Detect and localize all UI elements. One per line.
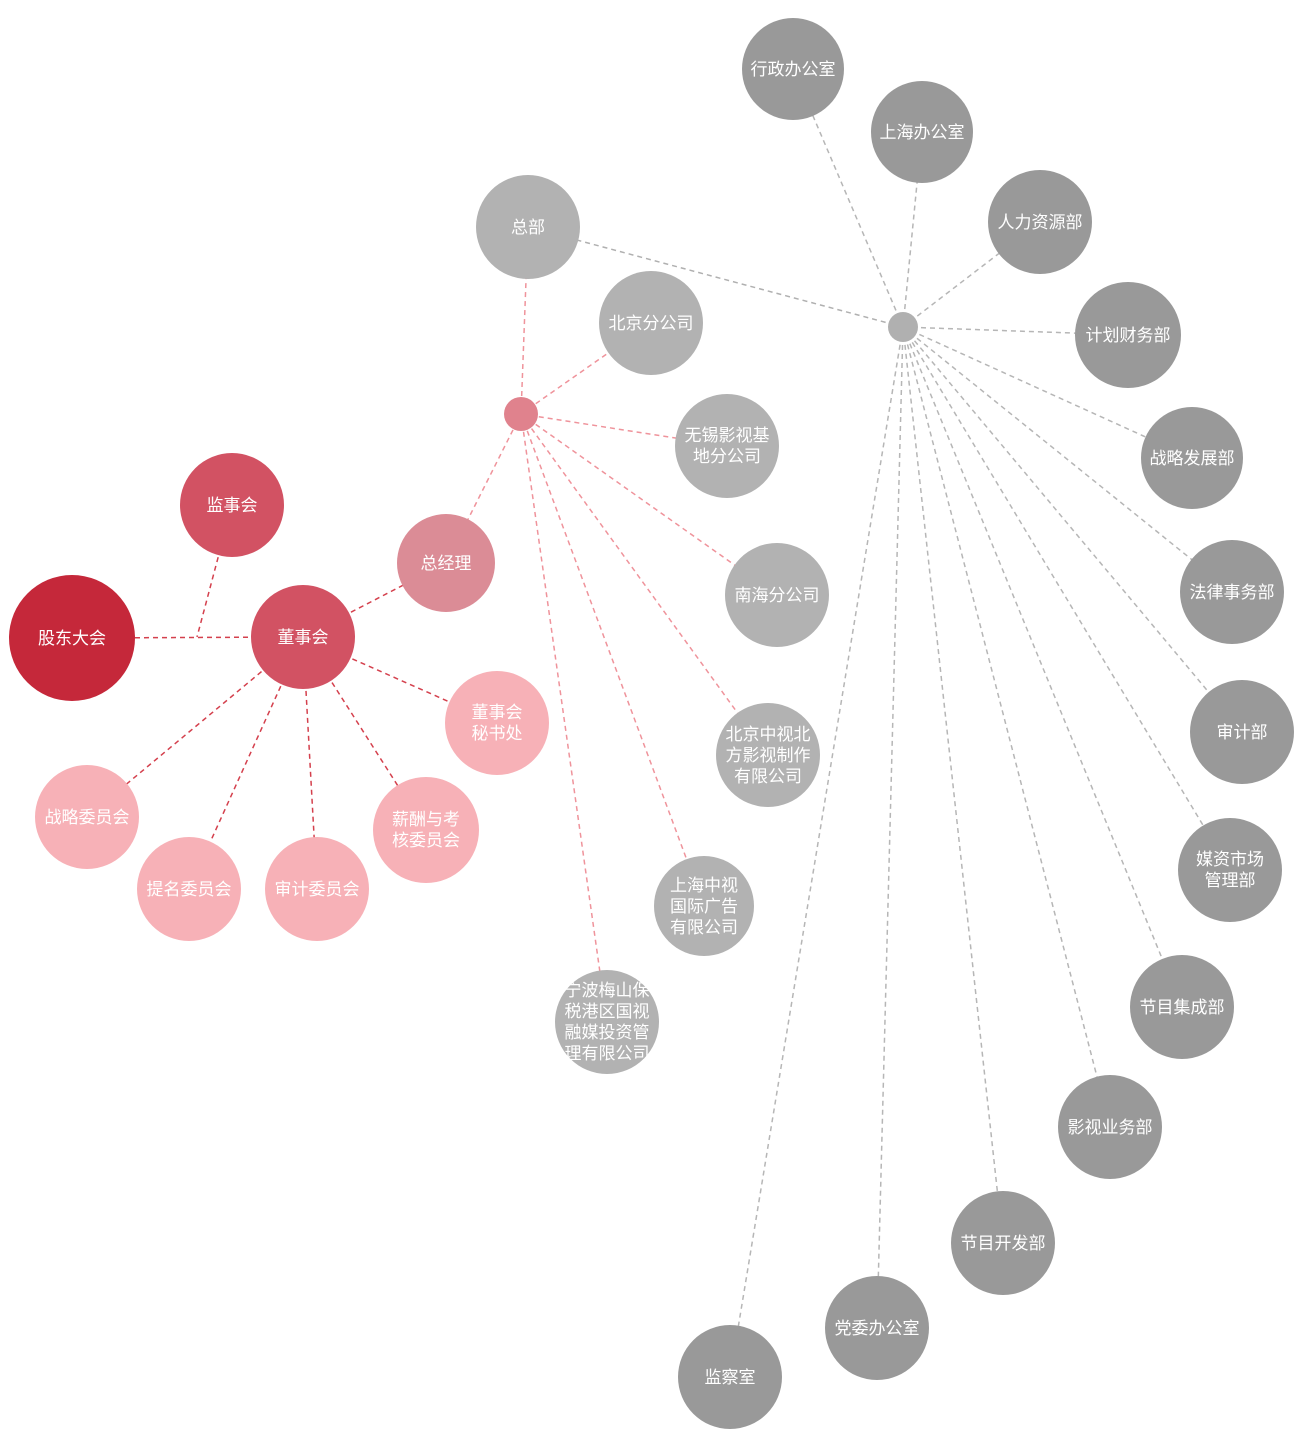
edge-gray-hub-party-office: [876, 326, 904, 1329]
node-supervisory-board[interactable]: 监事会: [180, 453, 284, 557]
node-label-headquarters: 总部: [511, 217, 545, 237]
node-shareholders[interactable]: 股东大会: [9, 575, 135, 701]
node-film-tv-business[interactable]: 影视业务部: [1058, 1075, 1162, 1179]
edge-gray-hub-program-integration: [902, 326, 1183, 1008]
node-supervision-office[interactable]: 监察室: [678, 1325, 782, 1429]
node-label-film-tv-business: 影视业务部: [1067, 1117, 1153, 1137]
edge-gray-hub-audit-department: [902, 326, 1243, 733]
node-label-beijing-production-co: 北京中视北 方影视制作 有限公司: [725, 724, 811, 786]
node-audit-department[interactable]: 审计部: [1190, 680, 1294, 784]
node-nanhai-branch[interactable]: 南海分公司: [725, 543, 829, 647]
edge-pink-hub-ningbo-investment-co: [520, 413, 608, 1023]
node-board-of-directors[interactable]: 董事会: [251, 585, 355, 689]
node-label-ningbo-investment-co: 宁波梅山保 税港区国视 融媒投资管 理有限公司: [564, 981, 650, 1063]
edge-gray-hub-strategy-development: [902, 326, 1193, 459]
node-nomination-committee[interactable]: 提名委员会: [137, 837, 241, 941]
node-general-manager[interactable]: 总经理: [397, 514, 495, 612]
node-shanghai-office[interactable]: 上海办公室: [871, 81, 973, 183]
node-ningbo-investment-co[interactable]: 宁波梅山保 税港区国视 融媒投资管 理有限公司: [555, 970, 659, 1074]
node-label-supervision-office: 监察室: [704, 1367, 756, 1387]
node-audit-committee[interactable]: 审计委员会: [265, 837, 369, 941]
edge-gray-hub-program-development: [902, 326, 1004, 1244]
node-hr-department[interactable]: 人力资源部: [988, 170, 1092, 274]
node-label-nanhai-branch: 南海分公司: [734, 585, 820, 605]
node-label-party-office: 党委办公室: [834, 1318, 920, 1338]
node-label-audit-committee: 审计委员会: [274, 879, 360, 899]
node-label-board-of-directors: 董事会: [277, 627, 329, 647]
node-label-finance-department: 计划财务部: [1085, 325, 1171, 345]
node-program-development[interactable]: 节目开发部: [951, 1191, 1055, 1295]
node-label-legal-affairs: 法律事务部: [1189, 582, 1275, 602]
node-program-integration[interactable]: 节目集成部: [1130, 955, 1234, 1059]
node-label-strategy-development: 战略发展部: [1149, 448, 1235, 468]
node-label-admin-office: 行政办公室: [750, 59, 836, 79]
edge-gray-hub-legal-affairs: [902, 326, 1233, 593]
node-legal-affairs[interactable]: 法律事务部: [1180, 540, 1284, 644]
edge-gray-hub-headquarters: [527, 226, 904, 328]
node-pink-hub[interactable]: [504, 397, 538, 431]
node-label-shanghai-office: 上海办公室: [879, 122, 965, 142]
node-beijing-branch[interactable]: 北京分公司: [599, 271, 703, 375]
edge-pink-hub-beijing-production-co: [520, 413, 769, 756]
node-party-office[interactable]: 党委办公室: [825, 1276, 929, 1380]
node-label-media-asset-market: 媒资市场 管理部: [1196, 850, 1264, 890]
node-media-asset-market[interactable]: 媒资市场 管理部: [1178, 818, 1282, 922]
node-label-program-development: 节目开发部: [960, 1233, 1046, 1253]
edge-gray-hub-supervision-office: [729, 326, 904, 1378]
node-beijing-production-co[interactable]: 北京中视北 方影视制作 有限公司: [716, 703, 820, 807]
edge-gray-hub-film-tv-business: [902, 326, 1111, 1128]
node-remuneration-committee[interactable]: 薪酬与考 核委员会: [373, 777, 479, 883]
node-label-beijing-branch: 北京分公司: [608, 313, 694, 333]
node-label-hr-department: 人力资源部: [997, 212, 1083, 232]
node-strategy-committee[interactable]: 战略委员会: [35, 765, 139, 869]
node-wuxi-branch[interactable]: 无锡影视基 地分公司: [675, 394, 779, 498]
node-strategy-development[interactable]: 战略发展部: [1141, 407, 1243, 509]
node-label-shanghai-ad-co: 上海中视 国际广告 有限公司: [670, 875, 738, 937]
node-label-program-integration: 节目集成部: [1139, 997, 1225, 1017]
node-label-general-manager: 总经理: [420, 553, 472, 573]
edge-gray-hub-finance-department: [902, 326, 1129, 336]
node-finance-department[interactable]: 计划财务部: [1075, 282, 1181, 388]
node-admin-office[interactable]: 行政办公室: [742, 18, 844, 120]
node-shanghai-ad-co[interactable]: 上海中视 国际广告 有限公司: [654, 856, 754, 956]
edge-gray-hub-hr-department: [902, 221, 1041, 328]
node-label-supervisory-board: 监事会: [206, 495, 258, 515]
node-label-remuneration-committee: 薪酬与考 核委员会: [392, 810, 460, 850]
node-gray-hub[interactable]: [888, 312, 918, 342]
node-label-nomination-committee: 提名委员会: [146, 879, 232, 899]
node-label-strategy-committee: 战略委员会: [44, 807, 130, 827]
node-label-shareholders: 股东大会: [38, 628, 106, 648]
edge-pink-hub-shanghai-ad-co: [520, 413, 705, 907]
node-label-audit-department: 审计部: [1216, 722, 1268, 742]
node-board-secretariat[interactable]: 董事会 秘书处: [445, 671, 549, 775]
edge-gray-hub-admin-office: [792, 68, 904, 328]
node-label-board-secretariat: 董事会 秘书处: [471, 703, 523, 743]
edge-gray-hub-media-asset-market: [902, 326, 1231, 871]
node-label-wuxi-branch: 无锡影视基 地分公司: [684, 426, 770, 466]
node-headquarters[interactable]: 总部: [476, 175, 580, 279]
